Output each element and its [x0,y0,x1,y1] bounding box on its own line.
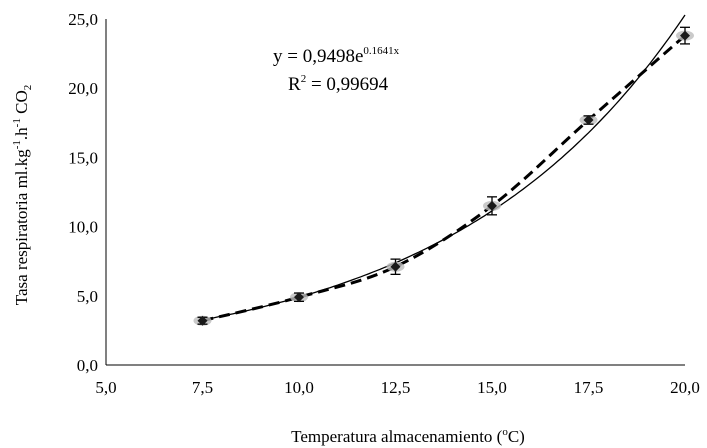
x-tick-label: 7,5 [192,378,213,397]
diamond-marker [680,30,690,41]
data-series-dashed-line [202,34,686,323]
data-point [483,196,501,216]
trendline-group [202,14,686,323]
x-tick-label: 17,5 [574,378,604,397]
r-squared-label: R2 = 0,99694 [288,73,389,95]
x-tick-label: 5,0 [95,378,116,397]
diamond-marker [583,115,594,126]
y-tick-labels: 0,0 5,0 10,0 15,0 20,0 25,0 [68,10,98,375]
x-tick-label: 12,5 [381,378,411,397]
data-point [579,115,598,126]
y-tick-label: 10,0 [68,218,98,237]
diamond-marker [197,315,208,326]
data-points [193,26,694,326]
data-point [193,315,212,326]
x-axis-title: Temperatura almacenamiento (oC) [291,426,525,446]
y-tick-label: 0,0 [77,356,98,375]
data-point [290,292,308,303]
x-tick-labels: 5,0 7,5 10,0 12,5 15,0 17,5 20,0 [95,378,700,397]
y-tick-label: 20,0 [68,79,98,98]
y-tick-label: 5,0 [77,287,98,306]
y-axis-title: Tasa respiratoria ml.kg-1.h-1 CO2 [11,85,34,305]
x-tick-label: 10,0 [284,378,314,397]
x-tick-label: 15,0 [477,378,507,397]
y-tick-label: 25,0 [68,10,98,29]
diamond-marker [294,292,304,303]
y-tick-label: 15,0 [68,148,98,167]
diamond-marker [390,261,401,272]
axes [105,19,685,366]
diamond-marker [487,200,497,211]
data-point [676,26,694,45]
x-tick-label: 20,0 [670,378,700,397]
trendline-equation: y = 0,9498e0.1641x [273,45,400,67]
data-point [386,258,405,275]
